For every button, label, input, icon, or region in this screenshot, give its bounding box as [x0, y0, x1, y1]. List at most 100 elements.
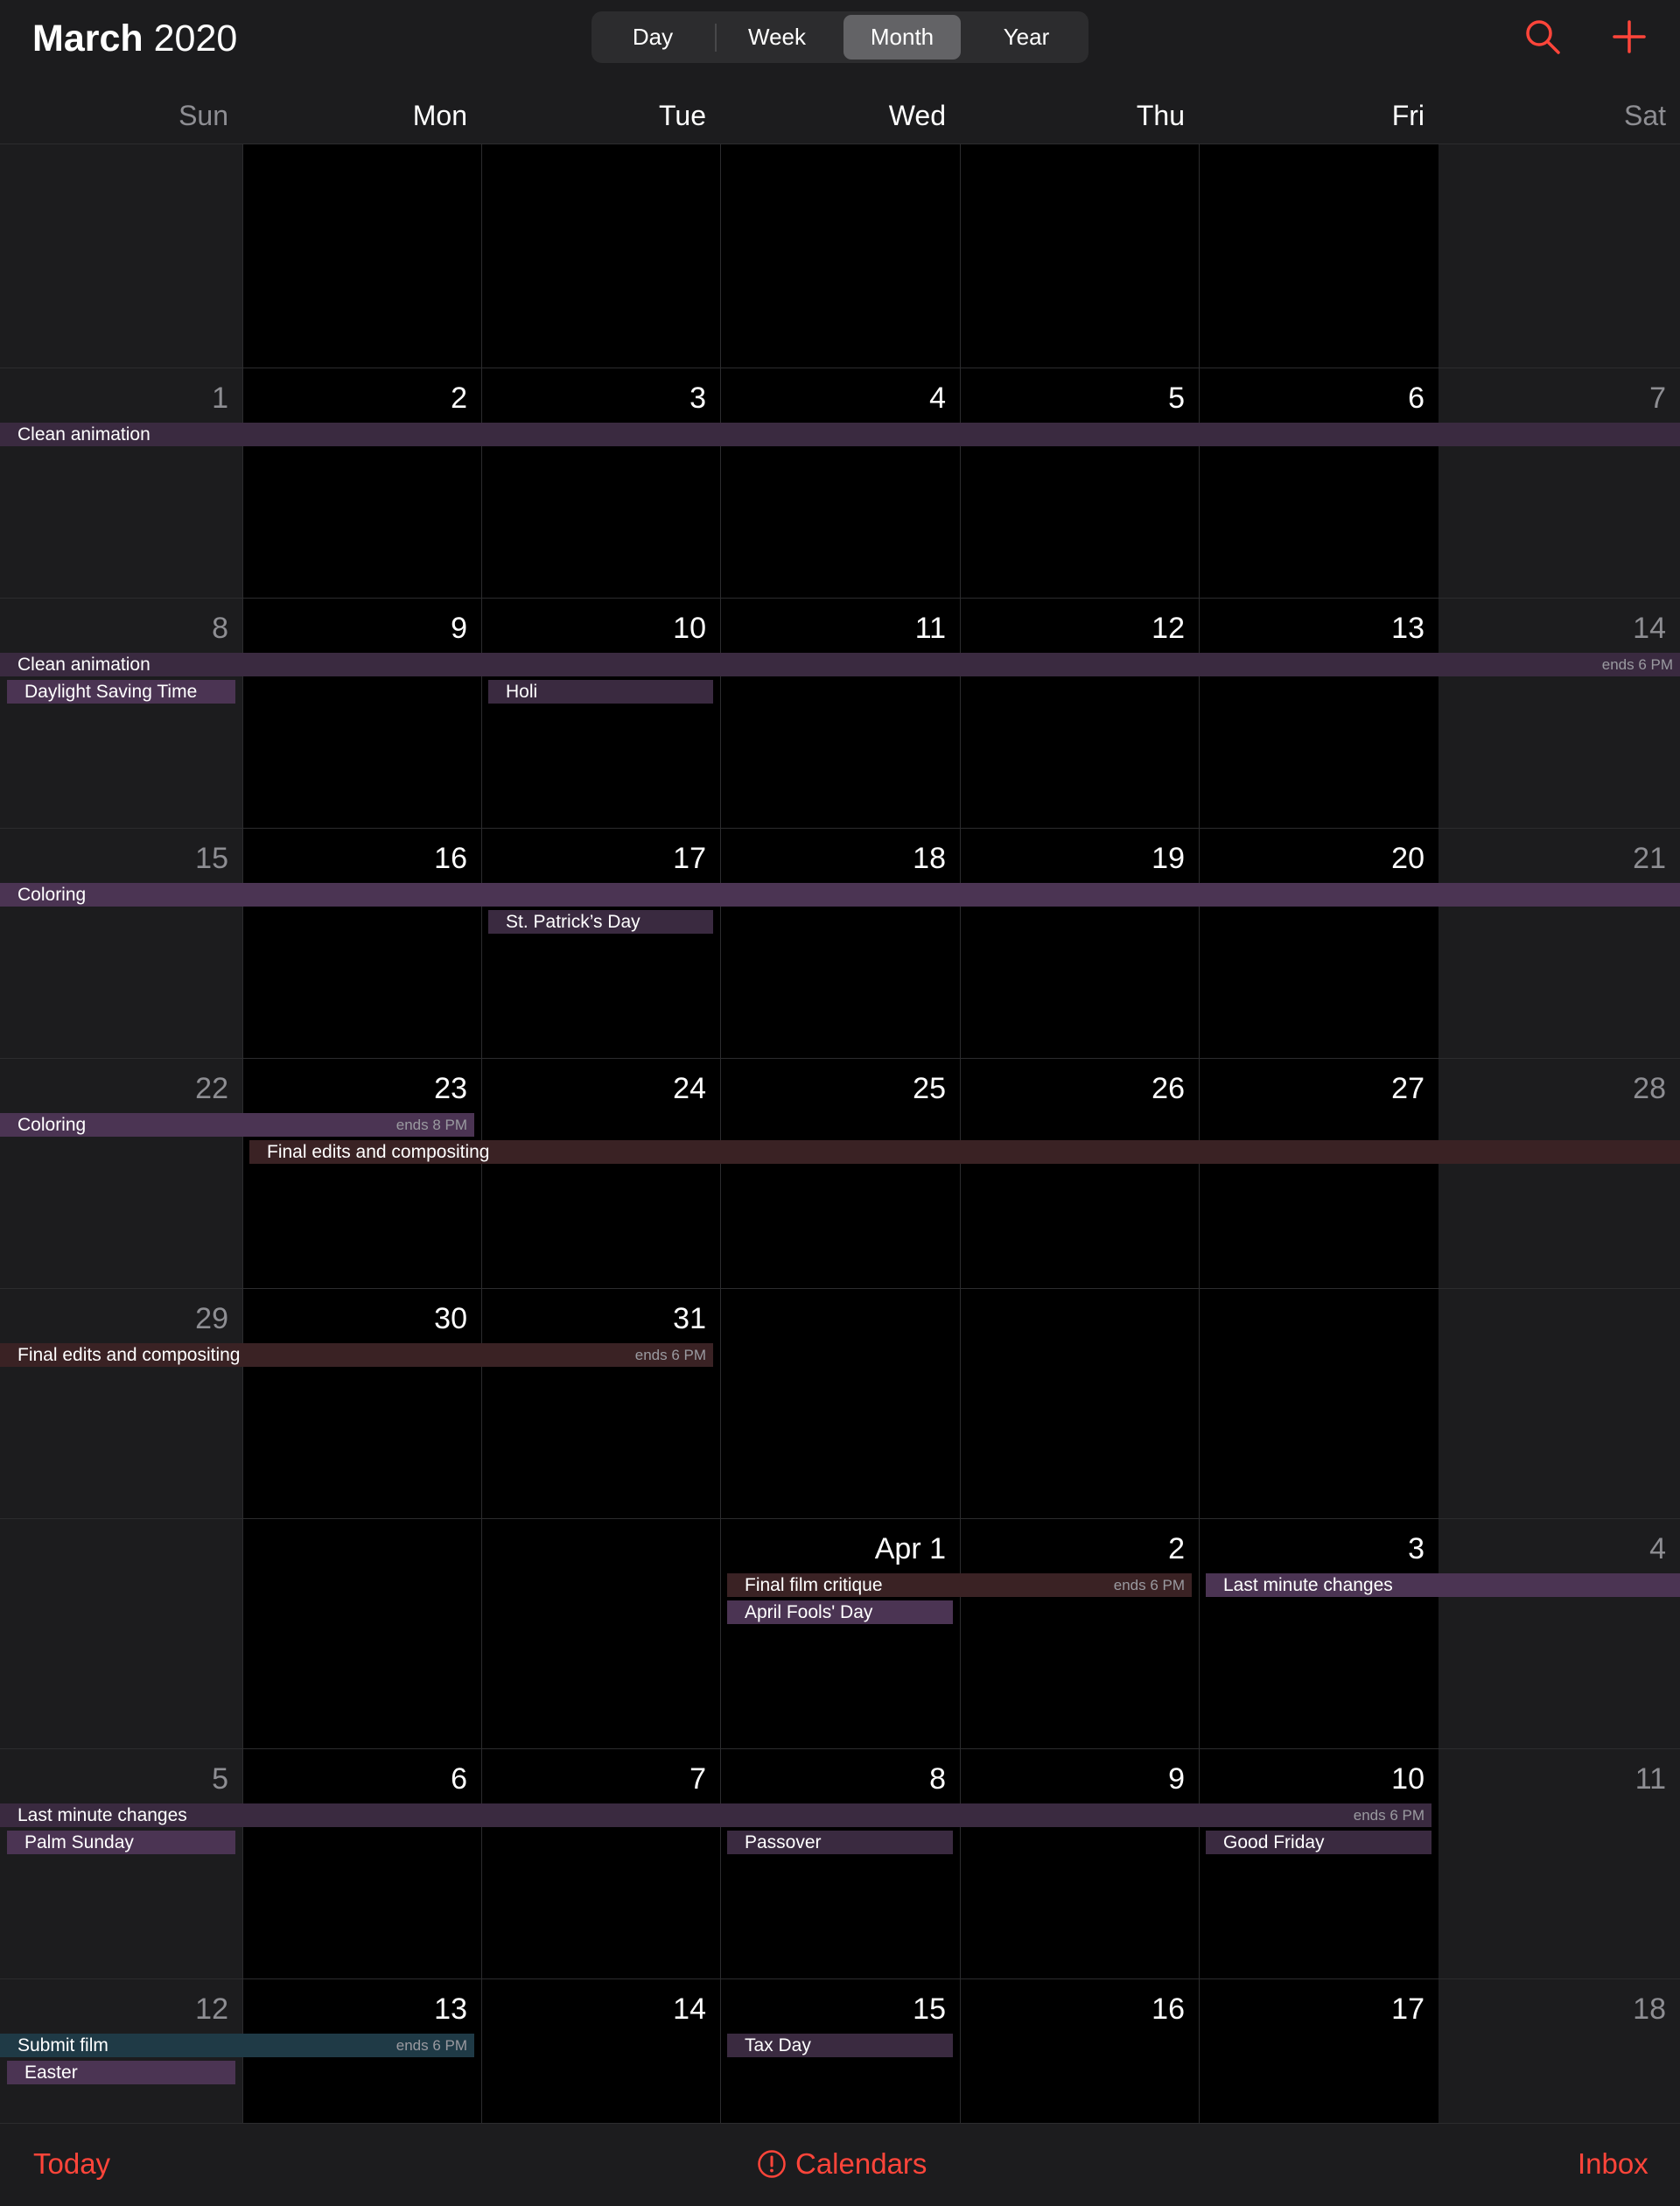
- day-cell[interactable]: 9: [242, 598, 481, 828]
- day-cell[interactable]: Apr 1: [720, 1518, 960, 1748]
- event-bar[interactable]: Holi: [488, 680, 713, 704]
- day-number: 21: [1633, 842, 1666, 875]
- day-cell[interactable]: 31: [481, 1288, 720, 1518]
- day-cell[interactable]: 27: [1199, 1058, 1438, 1288]
- event-bar[interactable]: Clean animation: [0, 423, 1680, 446]
- day-cell[interactable]: 8: [720, 1748, 960, 1978]
- day-cell[interactable]: 14: [481, 1978, 720, 2123]
- day-cell[interactable]: 11: [720, 598, 960, 828]
- day-cell[interactable]: 3: [1199, 1518, 1438, 1748]
- day-cell[interactable]: [0, 144, 242, 368]
- day-cell[interactable]: 5: [960, 368, 1199, 598]
- day-cell[interactable]: [1199, 1288, 1438, 1518]
- day-cell[interactable]: 19: [960, 828, 1199, 1058]
- day-cell[interactable]: [1438, 144, 1680, 368]
- day-cell[interactable]: [0, 1518, 242, 1748]
- day-cell[interactable]: 24: [481, 1058, 720, 1288]
- event-bar[interactable]: Final edits and compositing: [249, 1140, 1680, 1164]
- day-number: 13: [1391, 612, 1424, 645]
- event-bar[interactable]: Clean animation ends 6 PM: [0, 653, 1680, 676]
- day-cell[interactable]: 14: [1438, 598, 1680, 828]
- day-cell[interactable]: 30: [242, 1288, 481, 1518]
- event-bar[interactable]: Tax Day: [727, 2034, 953, 2057]
- day-cell[interactable]: 17: [481, 828, 720, 1058]
- calendars-button[interactable]: Calendars: [757, 2146, 927, 2181]
- event-bar[interactable]: Easter: [7, 2061, 235, 2084]
- event-bar[interactable]: Daylight Saving Time: [7, 680, 235, 704]
- event-bar[interactable]: St. Patrick’s Day: [488, 910, 713, 934]
- event-bar[interactable]: Final edits and compositing ends 6 PM: [0, 1343, 713, 1367]
- event-end-time: ends 6 PM: [396, 2037, 467, 2054]
- day-cell[interactable]: 5: [0, 1748, 242, 1978]
- day-cell[interactable]: [720, 144, 960, 368]
- view-day-button[interactable]: Day: [632, 24, 674, 50]
- day-cell[interactable]: 26: [960, 1058, 1199, 1288]
- day-cell[interactable]: [242, 144, 481, 368]
- view-year-button[interactable]: Year: [1003, 24, 1050, 50]
- day-cell[interactable]: 28: [1438, 1058, 1680, 1288]
- day-cell[interactable]: 16: [242, 828, 481, 1058]
- day-cell[interactable]: 29: [0, 1288, 242, 1518]
- day-cell[interactable]: 7: [481, 1748, 720, 1978]
- search-button[interactable]: [1516, 11, 1569, 63]
- event-bar[interactable]: Last minute changes ends 6 PM: [0, 1803, 1432, 1827]
- day-number: 6: [451, 1762, 467, 1796]
- view-week-button[interactable]: Week: [748, 24, 806, 50]
- day-cell[interactable]: [1438, 1288, 1680, 1518]
- day-cell[interactable]: 4: [720, 368, 960, 598]
- day-cell[interactable]: 6: [1199, 368, 1438, 598]
- inbox-button[interactable]: Inbox: [1578, 2147, 1648, 2180]
- day-number: 6: [1408, 382, 1424, 415]
- day-cell[interactable]: 2: [242, 368, 481, 598]
- event-bar[interactable]: Good Friday: [1206, 1831, 1432, 1854]
- alert-circle-icon: [758, 2150, 786, 2178]
- day-cell[interactable]: 12: [960, 598, 1199, 828]
- day-cell[interactable]: 4: [1438, 1518, 1680, 1748]
- day-cell[interactable]: [960, 144, 1199, 368]
- day-cell[interactable]: [960, 1288, 1199, 1518]
- day-cell[interactable]: 23: [242, 1058, 481, 1288]
- day-cell[interactable]: 6: [242, 1748, 481, 1978]
- day-cell[interactable]: 20: [1199, 828, 1438, 1058]
- day-cell[interactable]: 11: [1438, 1748, 1680, 1978]
- day-cell[interactable]: 18: [1438, 1978, 1680, 2123]
- day-cell[interactable]: 16: [960, 1978, 1199, 2123]
- day-cell[interactable]: 7: [1438, 368, 1680, 598]
- event-bar[interactable]: April Fools' Day: [727, 1600, 953, 1624]
- day-cell[interactable]: [1199, 144, 1438, 368]
- day-cell[interactable]: 10: [1199, 1748, 1438, 1978]
- day-cell[interactable]: 25: [720, 1058, 960, 1288]
- event-bar[interactable]: Coloring ends 8 PM: [0, 1113, 474, 1137]
- day-cell[interactable]: 1: [0, 368, 242, 598]
- event-bar[interactable]: Final film critique ends 6 PM: [727, 1573, 1192, 1597]
- day-cell[interactable]: 21: [1438, 828, 1680, 1058]
- event-bar[interactable]: Last minute changes: [1206, 1573, 1680, 1597]
- day-cell[interactable]: [481, 1518, 720, 1748]
- event-bar[interactable]: Coloring: [0, 883, 1680, 907]
- day-number: 26: [1152, 1072, 1185, 1105]
- today-button[interactable]: Today: [33, 2147, 111, 2180]
- day-cell[interactable]: 9: [960, 1748, 1199, 1978]
- day-cell[interactable]: [720, 1288, 960, 1518]
- day-cell[interactable]: 10: [481, 598, 720, 828]
- event-bar[interactable]: Passover: [727, 1831, 953, 1854]
- day-cell[interactable]: 18: [720, 828, 960, 1058]
- add-event-button[interactable]: [1603, 11, 1656, 63]
- page-title[interactable]: March 2020: [32, 16, 237, 61]
- day-cell[interactable]: 15: [0, 828, 242, 1058]
- event-bar[interactable]: Submit film ends 6 PM: [0, 2034, 474, 2057]
- day-cell[interactable]: 22: [0, 1058, 242, 1288]
- day-cell[interactable]: [242, 1518, 481, 1748]
- day-number: 14: [673, 1992, 706, 2026]
- day-number: 17: [1391, 1992, 1424, 2026]
- event-bar[interactable]: Palm Sunday: [7, 1831, 235, 1854]
- day-cell[interactable]: 17: [1199, 1978, 1438, 2123]
- day-cell[interactable]: 2: [960, 1518, 1199, 1748]
- event-end-time: ends 8 PM: [396, 1117, 467, 1133]
- day-cell[interactable]: [481, 144, 720, 368]
- view-month-button[interactable]: Month: [844, 15, 961, 60]
- day-cell[interactable]: 8: [0, 598, 242, 828]
- day-number: 11: [914, 612, 946, 645]
- day-cell[interactable]: 3: [481, 368, 720, 598]
- day-cell[interactable]: 13: [1199, 598, 1438, 828]
